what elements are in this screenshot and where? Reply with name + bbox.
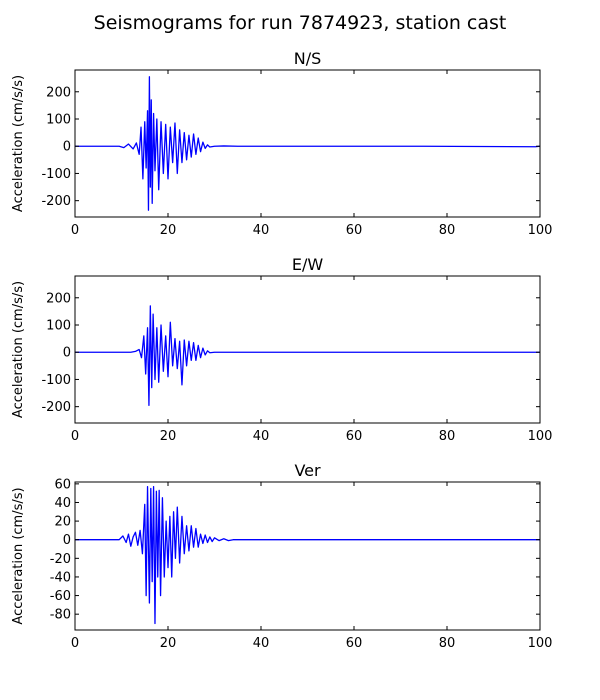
panel-ns-ytick-label: -100 bbox=[41, 167, 71, 182]
panel-ew-ytick-label: 100 bbox=[46, 319, 71, 334]
panel-ew-xtick-label: 20 bbox=[160, 429, 177, 444]
panel-ver-xtick-label: 0 bbox=[71, 636, 79, 651]
panel-ew-xtick-label: 0 bbox=[71, 429, 79, 444]
panel-ns-xtick-label: 40 bbox=[253, 223, 270, 238]
panel-ver-trace bbox=[75, 485, 540, 625]
panel-ew-ytick-label: 0 bbox=[63, 346, 71, 361]
panel-ver-ytick-label: 60 bbox=[54, 477, 71, 492]
panel-ver-ytick-label: 0 bbox=[63, 533, 71, 548]
panel-ns-xtick-label: 20 bbox=[160, 223, 177, 238]
panel-ver-ytick-label: 40 bbox=[54, 496, 71, 511]
panel-ns-xtick-label: 0 bbox=[71, 223, 79, 238]
panel-ew-ytick-label: -200 bbox=[41, 400, 71, 415]
panel-ns-trace bbox=[75, 76, 540, 211]
panel-ew-xtick-label: 40 bbox=[253, 429, 270, 444]
panel-ver-xtick-label: 40 bbox=[253, 636, 270, 651]
panel-ew-ytick-label: 200 bbox=[46, 291, 71, 306]
panel-ew-xtick-label: 80 bbox=[439, 429, 456, 444]
panel-ver-axes-frame bbox=[74, 481, 541, 631]
panel-ns-xtick-label: 80 bbox=[439, 223, 456, 238]
panel-ns-ytick-label: -200 bbox=[41, 194, 71, 209]
panel-ver-ytick-label: -40 bbox=[50, 570, 71, 585]
panel-ns: N/S 0 20 40 60 80 100 -200 -100 0 100 200 Accelerati… bbox=[11, 49, 552, 238]
panel-ew: E/W 0 20 40 60 80 100 -200 -100 0 100 200 Accelerati… bbox=[11, 255, 552, 444]
panel-ver-xtick-label: 100 bbox=[528, 636, 553, 651]
panel-ver-ylabel: Acceleration (cm/s/s) bbox=[11, 487, 26, 624]
figure-title: Seismograms for run 7874923, station cas… bbox=[94, 12, 507, 34]
panel-ns-xtick-label: 60 bbox=[346, 223, 363, 238]
panel-ver-ytick-label: 20 bbox=[54, 515, 71, 530]
panel-ns-ytick-label: 200 bbox=[46, 85, 71, 100]
panel-ver-ytick-label: -80 bbox=[50, 608, 71, 623]
panel-ew-ylabel: Acceleration (cm/s/s) bbox=[11, 281, 26, 418]
panel-ver-xtick-label: 60 bbox=[346, 636, 363, 651]
panel-ns-ytick-label: 0 bbox=[63, 140, 71, 155]
panel-ns-axes-frame bbox=[74, 69, 541, 218]
panel-ns-ylabel: Acceleration (cm/s/s) bbox=[11, 75, 26, 212]
panel-ns-title: N/S bbox=[294, 49, 322, 68]
panel-ns-xtick-label: 100 bbox=[528, 223, 553, 238]
panel-ver: Ver 0 20 40 60 80 100 -80 -60 -40 -20 0 20 40 60 Accele… bbox=[11, 461, 552, 651]
panel-ew-title: E/W bbox=[292, 255, 324, 274]
panel-ver-title: Ver bbox=[294, 461, 321, 480]
panel-ew-axes-frame bbox=[74, 275, 541, 424]
panel-ver-ytick-label: -60 bbox=[50, 589, 71, 604]
panel-ew-trace bbox=[75, 305, 540, 406]
panel-ver-xtick-label: 20 bbox=[160, 636, 177, 651]
panel-ver-ytick-label: -20 bbox=[50, 552, 71, 567]
panel-ew-xtick-label: 60 bbox=[346, 429, 363, 444]
panels: N/S0 20 40 60 80 100-200-1000100200Accelerati… bbox=[11, 49, 552, 651]
panel-ns-ytick-label: 100 bbox=[46, 113, 71, 128]
panel-ew-xtick-label: 100 bbox=[528, 429, 553, 444]
panel-ew-ytick-label: -100 bbox=[41, 373, 71, 388]
panel-ver-xtick-label: 80 bbox=[439, 636, 456, 651]
